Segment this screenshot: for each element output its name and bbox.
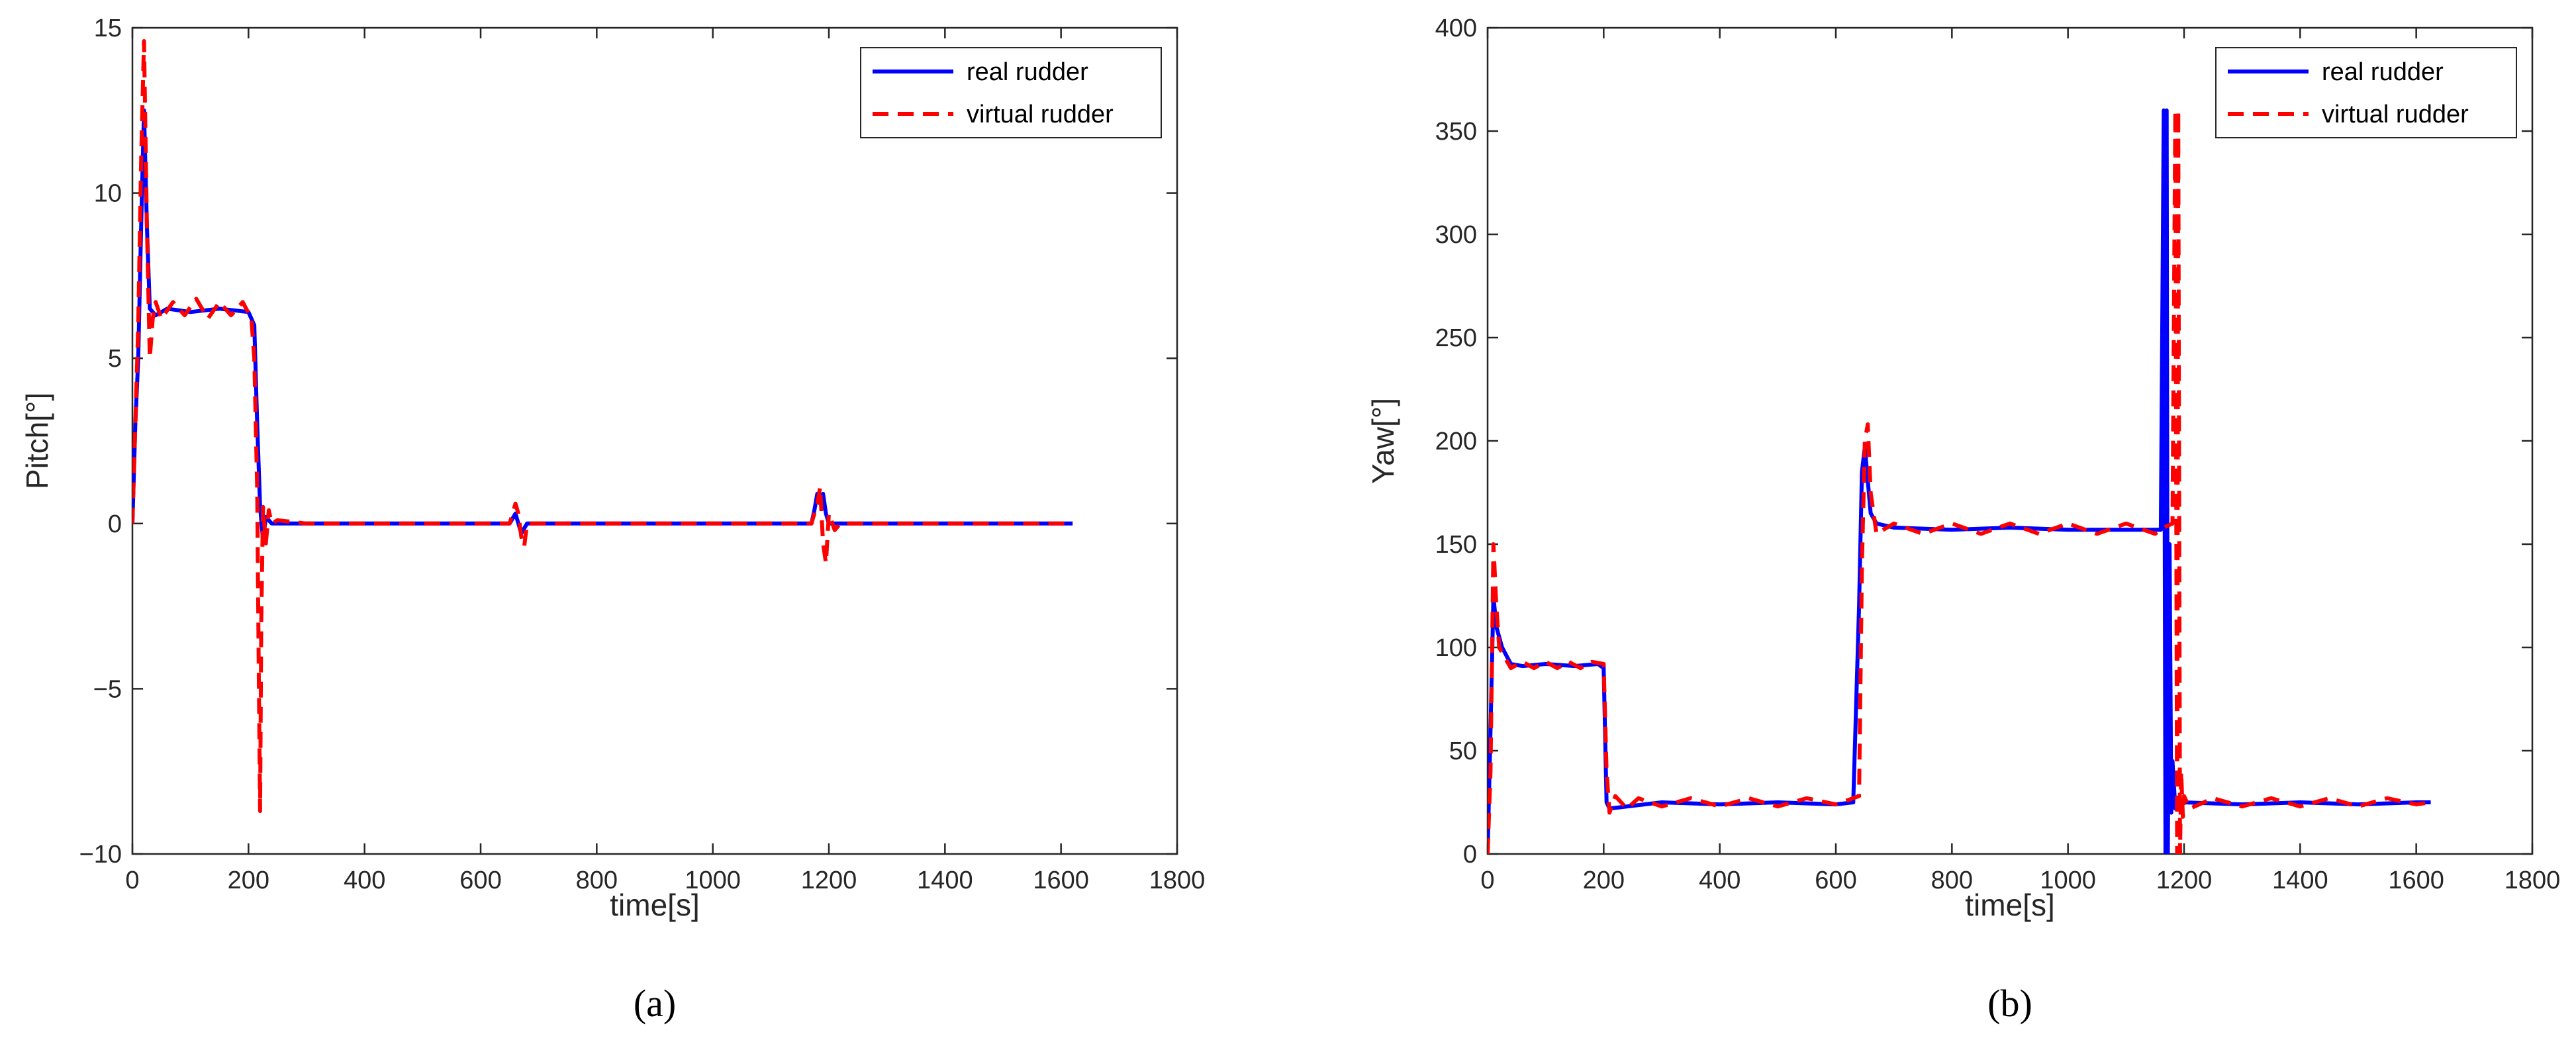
pitch-y-axis-label: Pitch[°]: [20, 393, 54, 489]
pitch-series-virtual-rudder-line: [132, 39, 1073, 814]
yaw-y-tick-label: 0: [1463, 841, 1477, 869]
pitch-x-axis-label: time[s]: [610, 888, 699, 922]
panel-label-a: (a): [634, 982, 676, 1025]
yaw-y-tick-label: 100: [1435, 634, 1477, 662]
pitch-plot-area: [131, 26, 1178, 855]
yaw-x-tick-label: 400: [1699, 867, 1741, 894]
yaw-series-virtual-rudder-line: [1488, 108, 2432, 854]
pitch-y-tick-label: −5: [93, 675, 122, 703]
yaw-x-tick-label: 1200: [2156, 867, 2213, 894]
yaw-x-tick-label: 0: [1480, 867, 1494, 894]
pitch-x-tick-label: 1200: [801, 867, 857, 894]
pitch-legend-real-label: real rudder: [967, 58, 1088, 86]
yaw-x-tick-label: 600: [1815, 867, 1856, 894]
yaw-y-tick-label: 250: [1435, 324, 1477, 352]
pitch-y-tick-label: 5: [108, 345, 122, 373]
yaw-plot-area: [1486, 26, 2534, 855]
pitch-x-tick-label: 400: [344, 867, 385, 894]
pitch-y-tick-label: 15: [94, 15, 122, 42]
yaw-legend-virtual-label: virtual rudder: [2322, 101, 2469, 128]
pitch-x-tick-label: 800: [576, 867, 618, 894]
pitch-y-tick-label: 10: [94, 180, 122, 208]
panel-label-b: (b): [1987, 982, 2032, 1025]
yaw-y-tick-label: 50: [1449, 737, 1477, 765]
pitch-x-tick-label: 600: [459, 867, 501, 894]
yaw-y-axis-label: Yaw[°]: [1366, 398, 1400, 484]
yaw-x-tick-label: 1400: [2272, 867, 2328, 894]
yaw-x-tick-label: 200: [1583, 867, 1625, 894]
pitch-x-tick-label: 0: [125, 867, 139, 894]
yaw-panel: 0 200 400 600 800 1000 1200 1400 1600 1800 0 50 100 1…: [1366, 15, 2560, 1025]
yaw-series: [1488, 108, 2432, 854]
yaw-y-tick-label: 400: [1435, 15, 1477, 42]
pitch-y-tick-label: 0: [108, 510, 122, 538]
pitch-tick-labels: 0 200 400 600 800 1000 1200 1400 1600 1800 −10 −5 0 5…: [79, 15, 1206, 894]
pitch-series: [132, 39, 1073, 814]
yaw-x-tick-label: 800: [1931, 867, 1973, 894]
yaw-y-tick-label: 200: [1435, 428, 1477, 455]
pitch-x-tick-label: 1000: [685, 867, 741, 894]
pitch-x-tick-label: 200: [228, 867, 269, 894]
pitch-x-tick-label: 1400: [917, 867, 973, 894]
pitch-x-tick-label: 1800: [1149, 867, 1206, 894]
yaw-x-tick-label: 1000: [2040, 867, 2096, 894]
yaw-legend-box: [2215, 47, 2517, 138]
yaw-y-tick-label: 300: [1435, 221, 1477, 249]
yaw-y-tick-label: 350: [1435, 118, 1477, 146]
yaw-x-axis-label: time[s]: [1965, 888, 2054, 922]
pitch-legend-virtual-label: virtual rudder: [967, 101, 1114, 128]
yaw-tick-labels: 0 200 400 600 800 1000 1200 1400 1600 1800 0 50 100 1…: [1435, 15, 2561, 894]
pitch-x-tick-label: 1600: [1033, 867, 1089, 894]
pitch-panel: 0 200 400 600 800 1000 1200 1400 1600 1800 −10 −5 0 5…: [20, 15, 1205, 1025]
pitch-y-tick-label: −10: [79, 841, 122, 869]
yaw-x-tick-label: 1600: [2388, 867, 2444, 894]
yaw-x-tick-label: 1800: [2504, 867, 2561, 894]
yaw-legend-real-label: real rudder: [2322, 58, 2444, 86]
yaw-legend: real rudder virtual rudder: [2215, 47, 2517, 138]
pitch-legend-box: [860, 47, 1162, 138]
pitch-legend: real rudder virtual rudder: [860, 47, 1162, 138]
yaw-y-tick-label: 150: [1435, 531, 1477, 559]
